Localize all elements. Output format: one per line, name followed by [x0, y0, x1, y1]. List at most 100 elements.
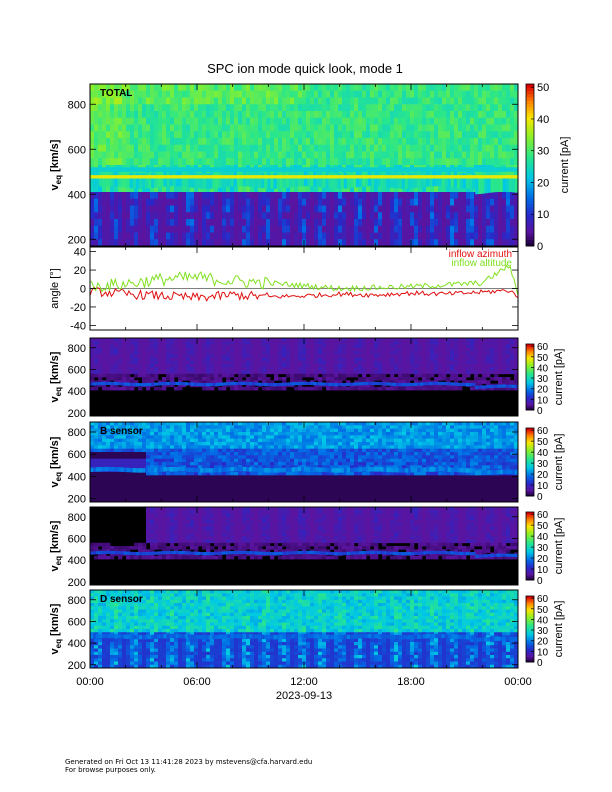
- heatmap-cell: [410, 131, 415, 139]
- heatmap-cell: [190, 344, 195, 349]
- heatmap-band: [377, 170, 381, 187]
- heatmap-cell: [458, 205, 463, 213]
- heatmap-cell: [122, 90, 127, 98]
- heatmap-cell: [126, 364, 131, 368]
- heatmap-cell: [202, 138, 207, 146]
- heatmap-cell: [250, 219, 255, 227]
- heatmap-cell: [94, 90, 99, 98]
- heatmap-cell: [154, 117, 159, 125]
- heatmap-cell: [426, 373, 431, 378]
- heatmap-cell: [102, 438, 107, 443]
- heatmap-cell: [342, 117, 347, 125]
- heatmap-cell: [362, 198, 367, 206]
- heatmap-cell: [226, 232, 231, 240]
- heatmap-cell: [246, 97, 251, 105]
- heatmap-cell: [254, 131, 259, 139]
- heatmap-cell: [406, 351, 411, 355]
- heatmap-cell: [150, 124, 155, 132]
- heatmap-cell: [498, 351, 503, 355]
- heatmap-cell: [294, 338, 299, 342]
- heatmap-cell: [118, 485, 123, 490]
- heatmap-cell: [326, 212, 331, 220]
- heatmap-cell: [126, 338, 131, 342]
- heatmap-cell: [262, 198, 267, 206]
- heatmap-cell: [246, 225, 251, 233]
- heatmap-cell: [382, 225, 387, 233]
- heatmap-band: [270, 383, 274, 387]
- heatmap-cell: [338, 373, 343, 378]
- heatmap-cell: [278, 205, 283, 213]
- heatmap-cell: [190, 117, 195, 125]
- heatmap-cell: [102, 373, 107, 378]
- heatmap-cell: [170, 239, 175, 247]
- heatmap-cell: [478, 138, 483, 146]
- heatmap-cell: [146, 377, 151, 381]
- heatmap-cell: [374, 364, 379, 368]
- heatmap-cell: [102, 131, 107, 139]
- heatmap-cell: [130, 425, 135, 430]
- heatmap-cell: [214, 192, 219, 200]
- heatmap-cell: [434, 124, 439, 132]
- heatmap-cell: [186, 225, 191, 233]
- heatmap-cell: [462, 138, 467, 146]
- heatmap-cell: [438, 341, 443, 345]
- heatmap-cell: [114, 472, 119, 476]
- heatmap-cell: [354, 198, 359, 206]
- heatmap-cell: [290, 380, 295, 384]
- heatmap-cell: [306, 111, 311, 119]
- heatmap-cell: [334, 104, 339, 112]
- heatmap-cell: [490, 357, 495, 362]
- heatmap-cell: [274, 239, 279, 247]
- heatmap-cell: [458, 364, 463, 368]
- heatmap-cell: [254, 198, 259, 206]
- heatmap-cell: [150, 198, 155, 206]
- heatmap-cell: [346, 338, 351, 342]
- heatmap-cell: [382, 90, 387, 98]
- heatmap-cell: [486, 158, 491, 166]
- heatmap-cell: [366, 370, 371, 375]
- heatmap-cell: [346, 344, 351, 349]
- heatmap-cell: [442, 104, 447, 112]
- heatmap-cell: [306, 185, 311, 193]
- heatmap-cell: [314, 360, 319, 365]
- heatmap-cell: [314, 357, 319, 362]
- heatmap-cell: [122, 373, 127, 378]
- heatmap-cell: [94, 422, 99, 426]
- heatmap-cell: [406, 367, 411, 371]
- heatmap-cell: [182, 377, 187, 381]
- heatmap-cell: [370, 185, 375, 193]
- heatmap-cell: [326, 360, 331, 365]
- heatmap-cell: [270, 232, 275, 240]
- heatmap-cell: [266, 367, 271, 371]
- colorbar-segment: [526, 380, 534, 383]
- heatmap-band: [499, 384, 504, 388]
- heatmap-cell: [458, 338, 463, 342]
- heatmap-cell: [326, 124, 331, 132]
- colorbar-segment: [526, 394, 534, 396]
- heatmap-cell: [478, 97, 483, 105]
- heatmap-cell: [274, 117, 279, 125]
- heatmap-cell: [338, 370, 343, 375]
- heatmap-cell: [250, 198, 255, 206]
- heatmap-cell: [222, 185, 227, 193]
- heatmap-cell: [114, 495, 119, 500]
- heatmap-cell: [142, 351, 147, 355]
- heatmap-cell: [414, 354, 419, 358]
- heatmap-cell: [442, 367, 447, 371]
- heatmap-cell: [262, 151, 267, 159]
- heatmap-cell: [386, 364, 391, 368]
- heatmap-band: [132, 172, 137, 189]
- heatmap-cell: [318, 341, 323, 345]
- heatmap-cell: [354, 380, 359, 384]
- heatmap-cell: [290, 360, 295, 365]
- heatmap-cell: [214, 205, 219, 213]
- heatmap-cell: [330, 117, 335, 125]
- heatmap-cell: [90, 219, 95, 227]
- heatmap-cell: [286, 232, 291, 240]
- heatmap-cell: [370, 198, 375, 206]
- heatmap-cell: [178, 205, 183, 213]
- heatmap-cell: [198, 131, 203, 139]
- heatmap-cell: [410, 111, 415, 119]
- heatmap-cell: [286, 151, 291, 159]
- heatmap-cell: [118, 185, 123, 193]
